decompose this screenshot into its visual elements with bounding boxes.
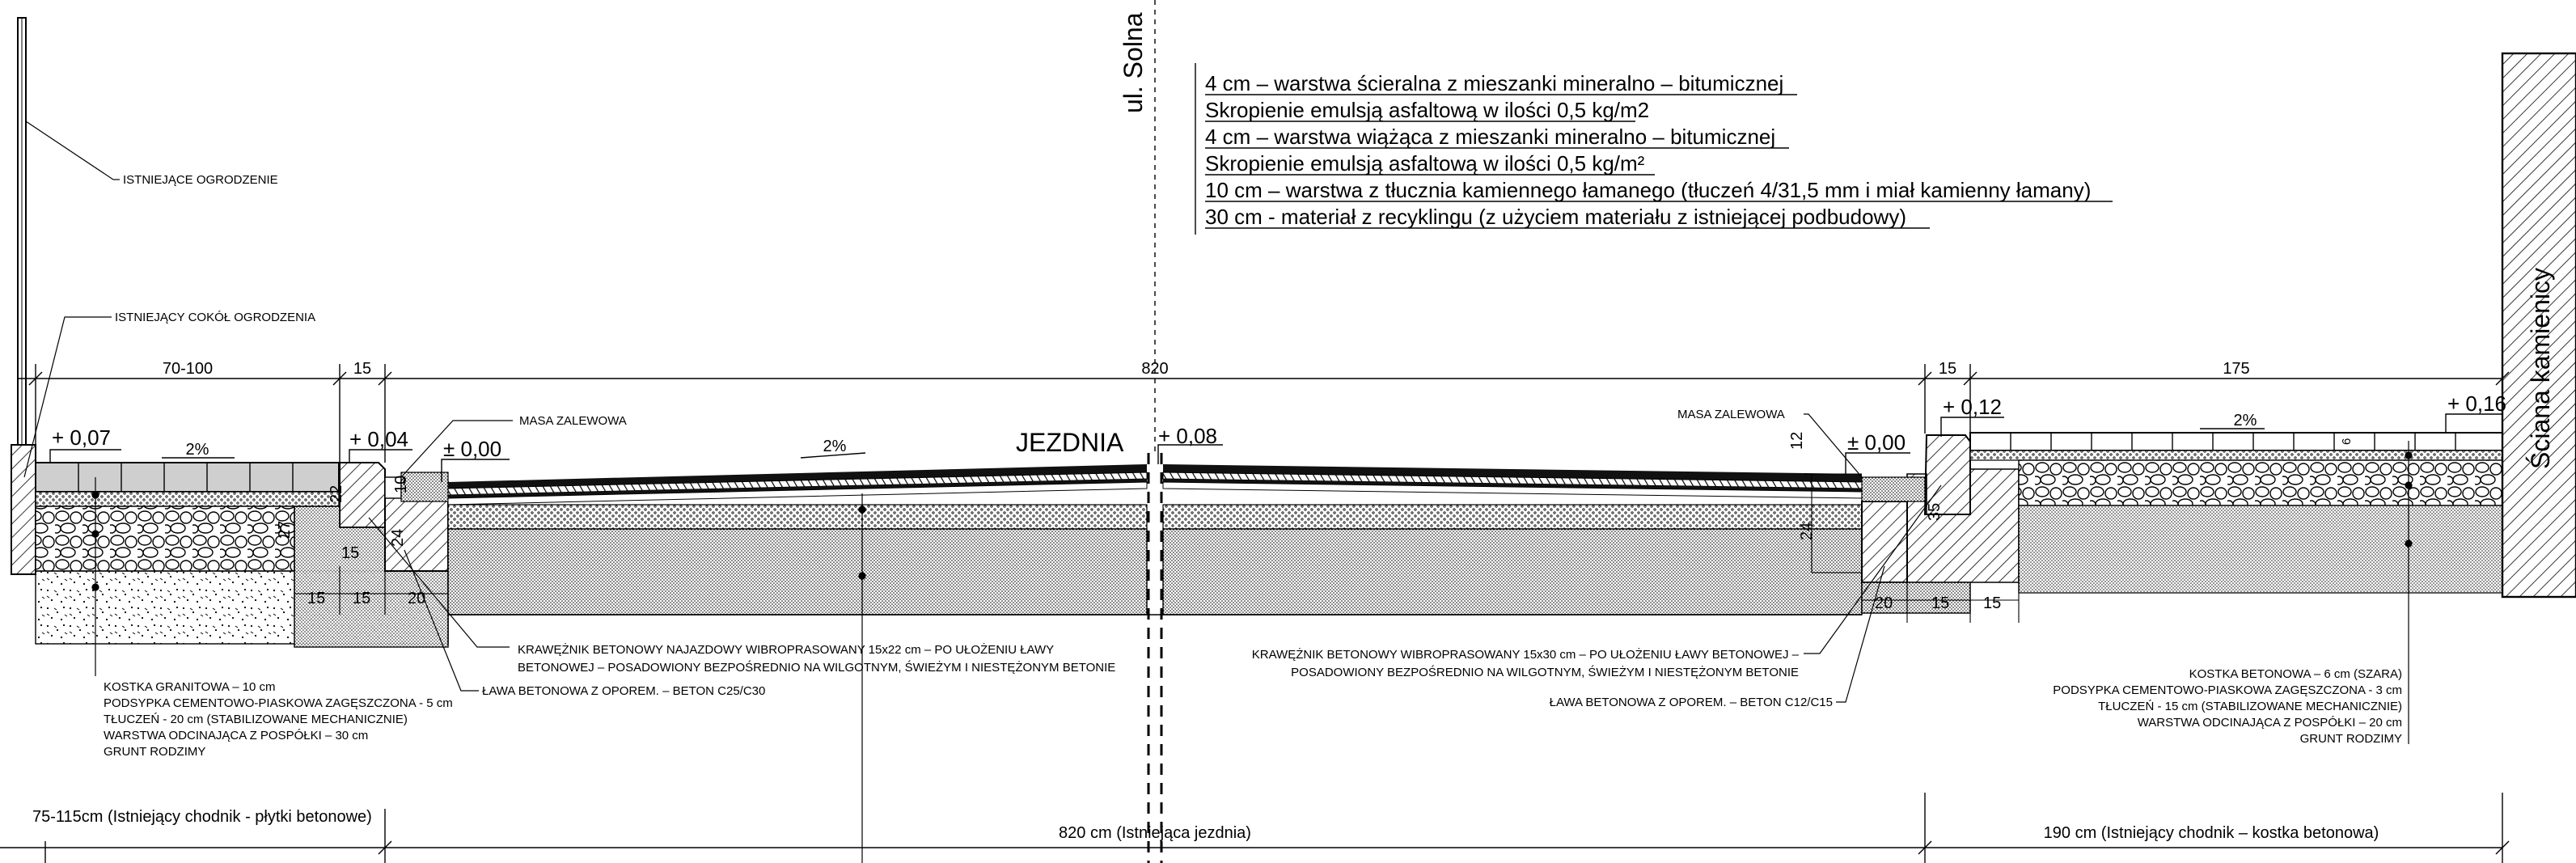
dim-right-12: 12 — [1788, 432, 1806, 450]
dim-left-15a: 15 — [341, 544, 359, 562]
bottom-dimension-line — [0, 793, 2510, 863]
road-layer-1: 4 cm – warstwa ścieralna z mieszanki min… — [1205, 71, 1783, 95]
dim-right-24: 24 — [1798, 522, 1816, 540]
dim-right-curb: 15 — [1939, 360, 1956, 378]
road-layer-2: Skropienie emulsją asfaltową w ilości 0,… — [1205, 98, 1649, 122]
bottom-dim-road: 820 cm (Istniejąca jezdnia) — [1059, 824, 1251, 842]
curb-left-label-1: KRAWĘŻNIK BETONOWY NAJAZDOWY WIBROPRASOW… — [518, 642, 1054, 657]
existing-fence-label: ISTNIEJĄCE OGRODZENIE — [123, 173, 278, 187]
road-layer-5: 10 cm – warstwa z tłucznia kamiennego ła… — [1205, 178, 2091, 202]
right-layer-4: WARSTWA ODCINAJĄCA Z POSPÓŁKI – 20 cm — [2138, 716, 2402, 730]
bottom-dim-left: 75-115cm (Istniejący chodnik - płytki be… — [32, 808, 372, 826]
left-layer-3: TŁUCZEŃ - 20 cm (STABILIZOWANE MECHANICZ… — [104, 713, 408, 726]
elevation-crown: + 0,08 — [1158, 424, 1217, 448]
dim-left-15c: 15 — [353, 590, 370, 607]
curb-left-label-2: BETONOWEJ – POSADOWIONY BEZPOŚREDNIO NA … — [518, 660, 1115, 675]
left-layer-5: GRUNT RODZIMY — [104, 745, 205, 759]
elevation-left-walk: + 0,07 — [52, 425, 111, 450]
left-layers-legend: KOSTKA GRANITOWA – 10 cm PODSYPKA CEMENT… — [104, 680, 453, 759]
existing-fence — [17, 17, 27, 446]
road-layer-3: 4 cm – warstwa wiążąca z mieszanki miner… — [1205, 125, 1775, 149]
dim-left-24: 24 — [389, 529, 407, 547]
dim-left-curb: 15 — [353, 360, 371, 378]
fence-plinth — [11, 444, 36, 575]
slope-left-walk: 2% — [186, 441, 209, 459]
dim-left-22: 22 — [328, 485, 345, 503]
dim-left-15b: 15 — [307, 590, 325, 607]
centerline-break — [1147, 0, 1163, 863]
dim-left-walk: 70-100 — [163, 360, 213, 378]
right-layers-legend: KOSTKA BETONOWA – 6 cm (SZARA) PODSYPKA … — [2053, 667, 2402, 746]
elevation-left-gutter: ± 0,00 — [443, 437, 501, 461]
right-sidewalk — [1969, 432, 2503, 594]
dim-right-15b: 15 — [1983, 594, 2001, 612]
dim-left-4: 4 — [400, 475, 406, 489]
bottom-dim-right: 190 cm (Istniejący chodnik – kostka beto… — [2044, 824, 2379, 842]
right-layer-1: KOSTKA BETONOWA – 6 cm (SZARA) — [2189, 667, 2402, 681]
left-layer-1: KOSTKA GRANITOWA – 10 cm — [104, 680, 276, 694]
road-layer-4: Skropienie emulsją asfaltową w ilości 0,… — [1205, 151, 1645, 176]
left-curb — [294, 462, 449, 648]
dim-left-10: 10 — [392, 476, 410, 493]
top-dimension-line — [18, 364, 2510, 463]
dim-left-20: 20 — [408, 590, 425, 607]
left-layer-2: PODSYPKA CEMENTOWO-PIASKOWA ZAGĘSZCZONA … — [104, 696, 453, 710]
curb-right-label-2: POSADOWIONY BEZPOŚREDNIO NA WILGOTNYM, Ś… — [1291, 665, 1799, 679]
dim-right-35: 35 — [1926, 503, 1944, 521]
wall-label: Ściana kamienicy — [2526, 268, 2555, 469]
elevation-left-curb: + 0,04 — [349, 427, 408, 451]
dim-right-6: 6 — [2340, 438, 2354, 445]
building-wall — [2501, 52, 2576, 599]
elevation-right-gutter: ± 0,00 — [1847, 430, 1906, 455]
slope-right-walk: 2% — [2234, 412, 2257, 429]
left-layer-4: WARSTWA ODCINAJĄCA Z POSPÓŁKI – 30 cm — [104, 729, 368, 742]
dim-right-walk: 175 — [2223, 360, 2249, 378]
dim-left-27: 27 — [276, 521, 294, 539]
dim-right-20: 20 — [1875, 594, 1893, 612]
roadway-label: JEZDNIA — [1016, 428, 1124, 457]
fence-plinth-label: ISTNIEJĄCY COKÓŁ OGRODZENIA — [115, 311, 315, 324]
bench-left-label: ŁAWA BETONOWA Z OPOREM. – BETON C25/C30 — [482, 684, 765, 698]
right-layer-5: GRUNT RODZIMY — [2300, 732, 2402, 746]
dim-road: 820 — [1141, 360, 1168, 378]
road-layer-6: 30 cm - materiał z recyklingu (z użyciem… — [1205, 205, 1906, 229]
right-curb — [1861, 434, 2020, 614]
sealant-left-label: MASA ZALEWOWA — [519, 414, 627, 428]
right-layer-3: TŁUCZEŃ - 15 cm (STABILIZOWANE MECHANICZ… — [2098, 700, 2402, 713]
elevation-right-wall: + 0,16 — [2447, 391, 2506, 416]
sealant-right-label: MASA ZALEWOWA — [1677, 408, 1785, 421]
elevation-right-curb: + 0,12 — [1943, 395, 2002, 419]
dim-right-15a: 15 — [1931, 594, 1949, 612]
curb-right-label-1: KRAWĘŻNIK BETONOWY WIBROPRASOWANY 15x30 … — [1252, 647, 1800, 662]
bench-right-label: ŁAWA BETONOWA Z OPOREM. – BETON C12/C15 — [1550, 696, 1833, 709]
road-layer-legend: 4 cm – warstwa ścieralna z mieszanki min… — [1205, 71, 2113, 229]
roadway — [447, 464, 1863, 616]
slope-road-left: 2% — [823, 438, 847, 455]
right-layer-2: PODSYPKA CEMENTOWO-PIASKOWA ZAGĘSZCZONA … — [2053, 683, 2402, 697]
street-label: ul. Solna — [1119, 12, 1148, 113]
